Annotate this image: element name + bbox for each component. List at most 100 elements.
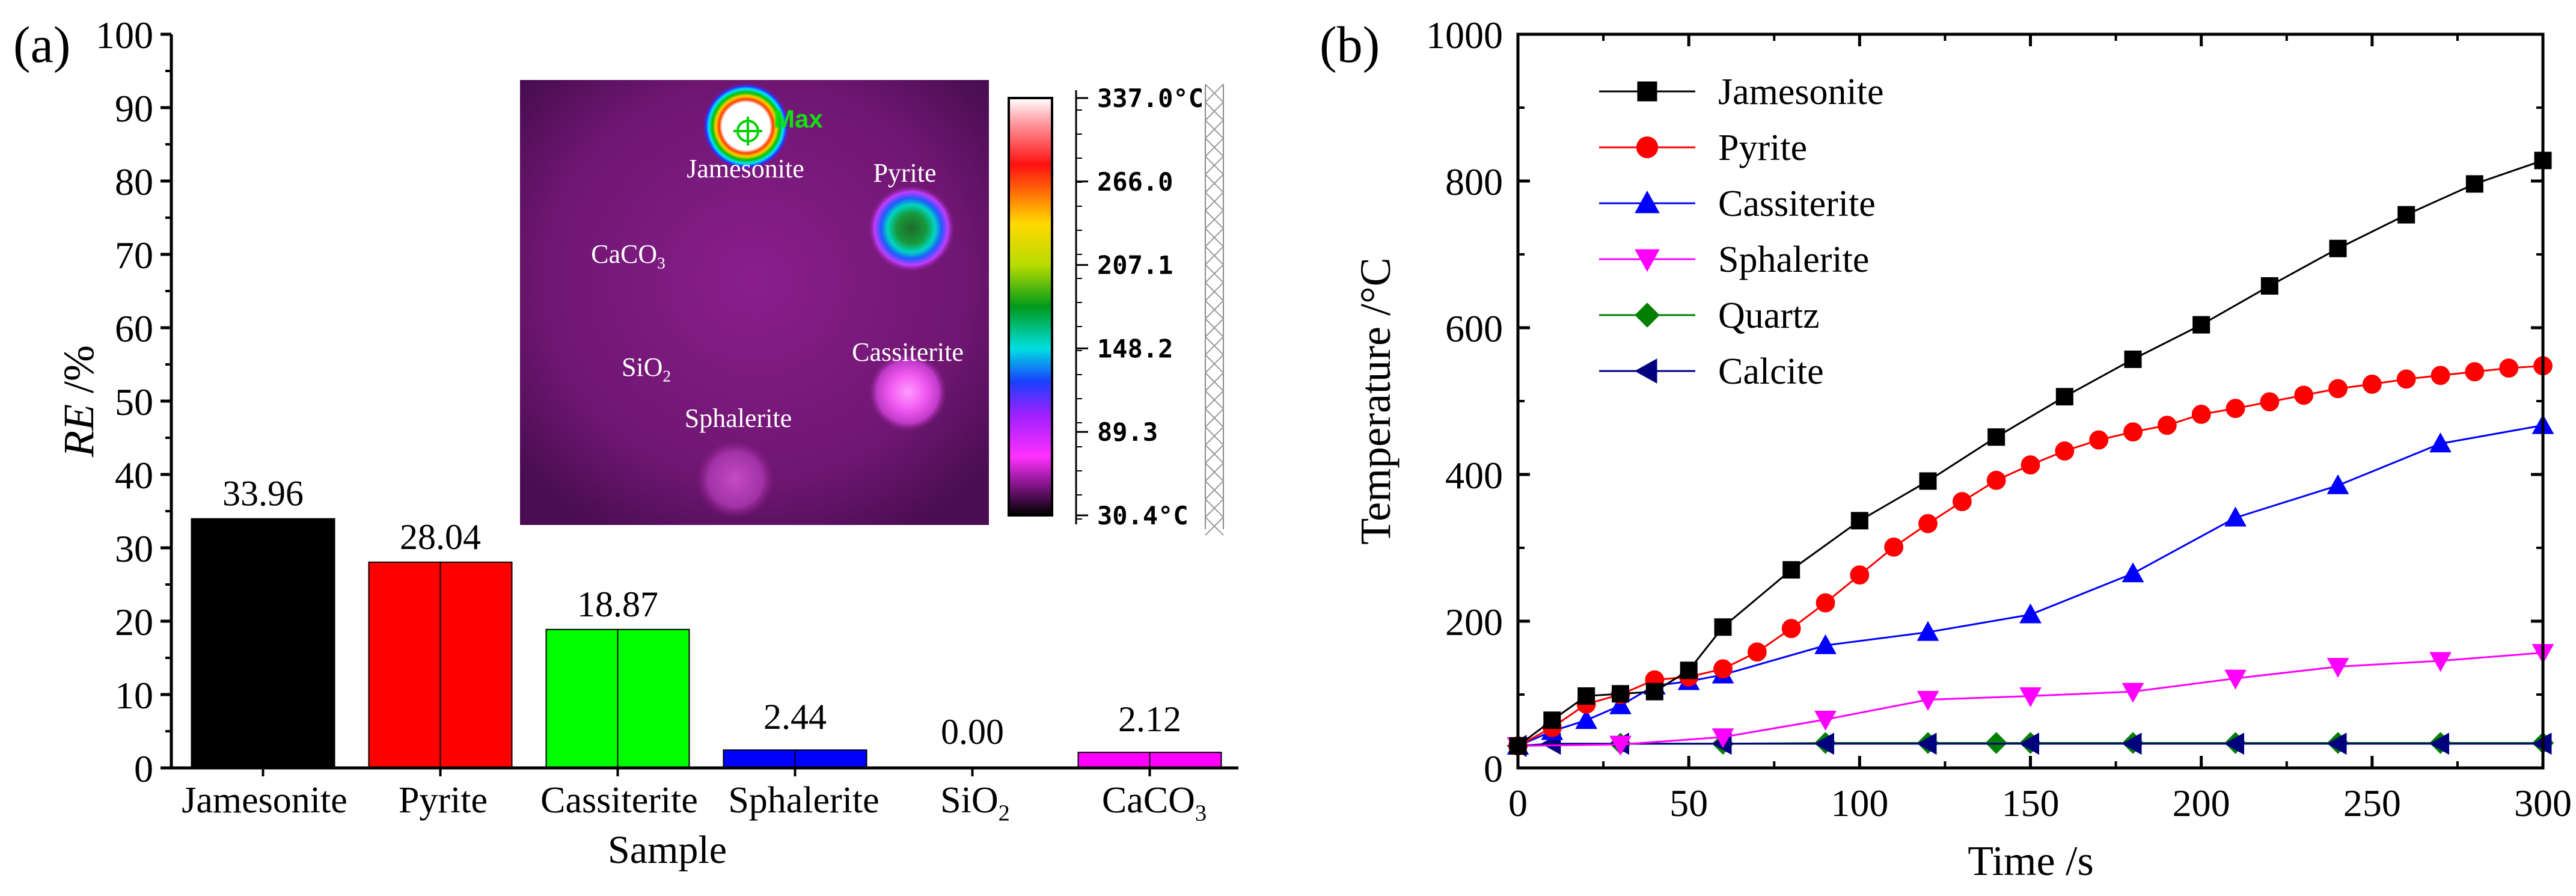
thermal-hotspot-jamesonite	[703, 83, 789, 170]
panel-label-a: (a)	[13, 16, 70, 73]
data-point	[1609, 735, 1632, 756]
x-axis-label-b: Time /s	[1968, 838, 2093, 885]
y-tick-label-a: 80	[115, 161, 153, 203]
data-point	[1917, 732, 1937, 755]
data-point	[1850, 565, 1870, 585]
legend-label: Sphalerite	[1718, 239, 1869, 280]
legend-entry: Sphalerite	[1599, 239, 1869, 280]
colorbar-tick-label: 207.1	[1097, 251, 1173, 280]
line-series	[1507, 152, 2554, 757]
data-point	[2089, 430, 2109, 450]
y-axis-label-a: RE /%	[55, 345, 103, 458]
data-point	[2019, 732, 2039, 755]
inset-label: Pyrite	[873, 158, 936, 188]
legend-label: Jamesonite	[1718, 72, 1884, 112]
data-point	[1919, 472, 1937, 490]
legend-entry: Quartz	[1599, 295, 1820, 336]
x-tick-label-b: 100	[1831, 782, 1888, 824]
bar-data-label: 0.00	[941, 712, 1004, 752]
axes-b	[1516, 32, 2545, 770]
data-point	[2429, 432, 2452, 453]
data-point	[1917, 691, 1939, 711]
data-point	[1635, 249, 1660, 272]
legend-entry: Jamesonite	[1599, 72, 1884, 112]
data-point	[1987, 428, 2005, 446]
x-tick-label-a: CaCO3	[1102, 780, 1207, 826]
bar-data-label: 28.04	[400, 517, 481, 557]
temperature-colorbar: 337.0°C 266.0 207.1 148.2 89.3 30.4°C	[1008, 84, 1224, 536]
data-point	[2021, 455, 2040, 475]
bar-data-labels: 33.96 28.04 18.87 2.44 0.00 2.12	[222, 474, 1181, 752]
data-point	[1634, 358, 1657, 384]
colorbar-ticks: 337.0°C 266.0 207.1 148.2 89.3 30.4°C	[1076, 84, 1204, 530]
data-point	[1543, 711, 1561, 729]
data-point	[2328, 379, 2348, 399]
legend-label: Quartz	[1718, 295, 1820, 336]
series-jamesonite	[1509, 152, 2552, 755]
data-point	[2429, 652, 2452, 672]
y-tick-label-a: 50	[115, 381, 153, 423]
data-point	[1884, 537, 1904, 557]
y-axis-ticks-b: 0 200 400 600 800 1000	[1426, 14, 2543, 790]
data-point	[1713, 659, 1733, 679]
y-tick-label-a: 10	[115, 674, 153, 717]
x-tick-label-b: 50	[1669, 782, 1708, 824]
data-point	[2465, 362, 2485, 382]
data-point	[2124, 350, 2142, 368]
y-tick-label-b: 1000	[1426, 14, 1503, 57]
data-point	[2362, 375, 2382, 394]
data-point	[1635, 302, 1660, 328]
data-point	[2192, 316, 2210, 334]
data-point	[1635, 190, 1660, 213]
data-point	[2329, 239, 2347, 257]
panel-label-b: (b)	[1320, 16, 1380, 73]
bar-series	[191, 518, 1222, 769]
thermal-hotspot-cassiterite	[869, 353, 947, 431]
data-point	[1609, 694, 1632, 714]
bar-data-label: 33.96	[222, 474, 304, 514]
data-point	[2224, 506, 2247, 527]
data-point	[1712, 728, 1734, 749]
data-point	[1782, 561, 1800, 579]
data-point	[1612, 685, 1629, 703]
legend-entry: Calcite	[1599, 351, 1824, 392]
colorbar-tick-label: 337.0°C	[1097, 84, 1204, 113]
inset-label: CaCO3	[591, 239, 665, 272]
thermal-image-inset: Max Jamesonite Pyrite CaCO3 SiO2 Cassiterite…	[520, 80, 989, 525]
y-axis-ticks-a: 0 10 20 30 40 50 60 70 80 90 100	[96, 14, 171, 790]
data-point	[1637, 81, 1657, 102]
data-point	[2397, 206, 2415, 224]
y-tick-label-a: 60	[115, 307, 153, 350]
data-point	[1814, 710, 1837, 731]
x-tick-label-b: 200	[2173, 782, 2230, 824]
data-point	[1814, 634, 1837, 654]
x-tick-label-b: 0	[1508, 782, 1528, 824]
data-point	[2431, 366, 2450, 385]
y-tick-label-b: 400	[1445, 454, 1503, 497]
y-tick-label-a: 70	[115, 234, 153, 277]
data-point	[2327, 474, 2349, 494]
data-point	[1952, 492, 1972, 512]
legend-entry: Pyrite	[1599, 127, 1807, 168]
data-point	[1816, 593, 1835, 613]
y-tick-label-a: 20	[115, 601, 153, 643]
max-crosshair-icon	[733, 117, 762, 146]
inset-label: Cassiterite	[852, 337, 964, 367]
inset-label: SiO2	[622, 352, 671, 385]
x-axis-ticks-b: 0 50 100 150 200 250 300	[1508, 34, 2572, 824]
bar-data-label: 2.44	[763, 697, 827, 737]
bar-data-label: 2.12	[1118, 699, 1181, 739]
data-point	[2224, 669, 2247, 690]
y-tick-label-a: 100	[96, 14, 153, 57]
y-tick-label-b: 800	[1445, 161, 1503, 203]
data-point	[1814, 732, 1834, 755]
data-point	[2429, 732, 2449, 755]
data-point	[2055, 441, 2075, 461]
data-point	[1747, 642, 1767, 662]
colorbar-hatch-strip	[1205, 84, 1224, 529]
bar-data-label: 18.87	[577, 585, 658, 624]
inset-labels: Jamesonite Pyrite CaCO3 SiO2 Cassiterite Spha…	[591, 154, 964, 433]
data-point	[2019, 687, 2042, 707]
legend-label: Cassiterite	[1718, 183, 1876, 224]
data-point	[2122, 732, 2142, 755]
